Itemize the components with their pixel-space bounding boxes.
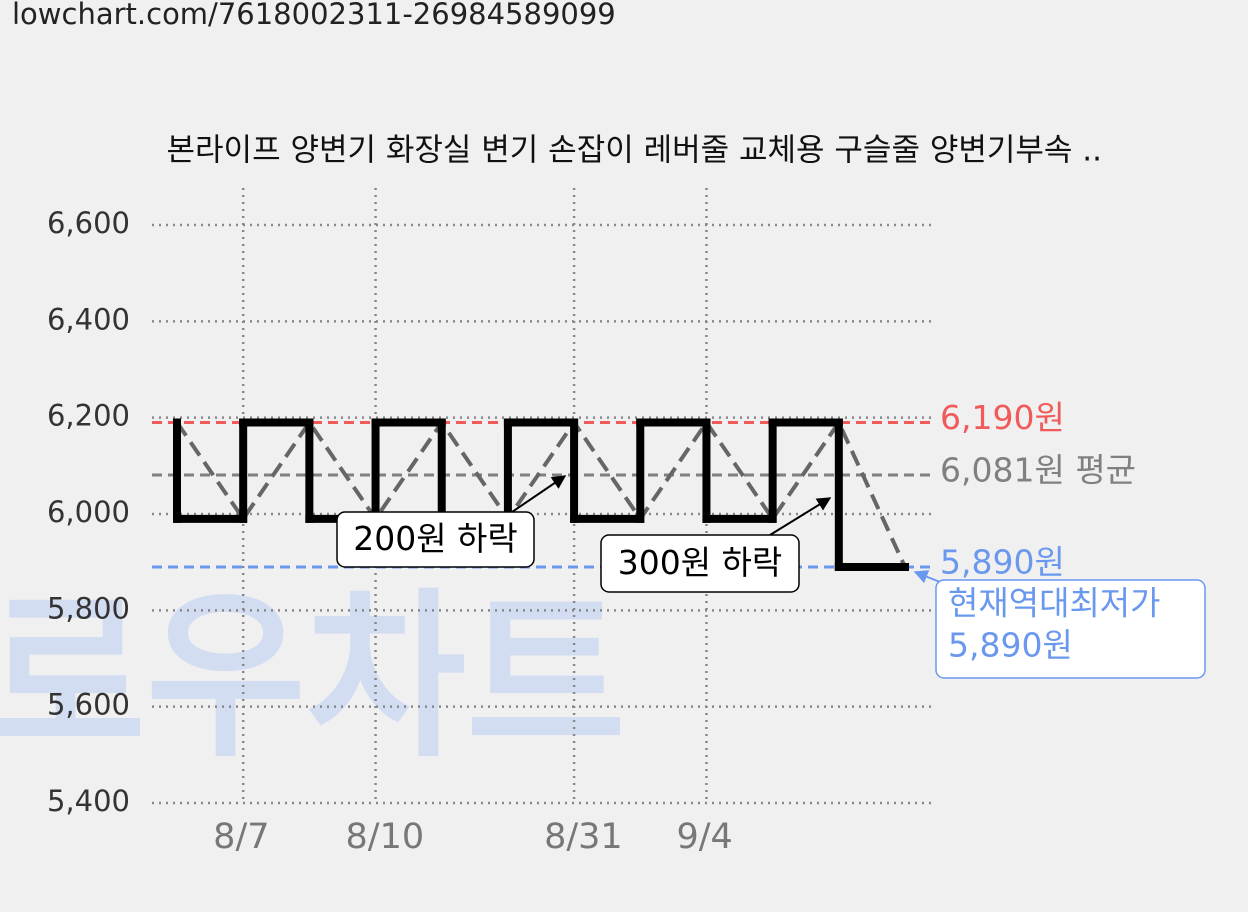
chart-title: 본라이프 양변기 화장실 변기 손잡이 레버줄 교체용 구슬줄 양변기부속 .. [167, 133, 1102, 169]
annotation-text: 200원 하락 [353, 519, 518, 558]
annotation-box [336, 511, 535, 568]
y-tick-label: 6,200 [47, 399, 130, 433]
annotation-arrow [511, 475, 567, 513]
callout-text: 현재역대최저가 [948, 584, 1161, 623]
y-tick-label: 5,600 [47, 688, 130, 722]
trend-line [175, 418, 907, 568]
reference-label: 6,081원 평균 [940, 450, 1136, 489]
y-tick-label: 6,000 [47, 495, 130, 529]
y-tick-label: 6,600 [47, 206, 130, 240]
x-tick-label: 9/4 [676, 817, 732, 857]
x-tick-label: 8/31 [544, 817, 623, 857]
y-tick-label: 6,400 [47, 302, 130, 336]
callout-text: 5,890원 [948, 626, 1073, 665]
x-tick-label: 8/7 [213, 817, 269, 857]
x-tick-label: 8/10 [346, 817, 425, 857]
annotation-arrow [769, 497, 832, 536]
watermark: 로우차트 [0, 573, 626, 782]
annotation-text: 300원 하락 [618, 543, 783, 582]
url: lowchart.com/7618002311-26984589099 [12, 0, 616, 31]
y-tick-label: 5,800 [47, 591, 130, 625]
y-tick-label: 5,400 [47, 784, 130, 818]
annotation-box [600, 534, 800, 593]
callout-box [935, 579, 1206, 679]
callout-arrow [913, 570, 941, 584]
reference-label: 6,190원 [940, 398, 1065, 437]
reference-label: 5,890원 [940, 542, 1065, 581]
